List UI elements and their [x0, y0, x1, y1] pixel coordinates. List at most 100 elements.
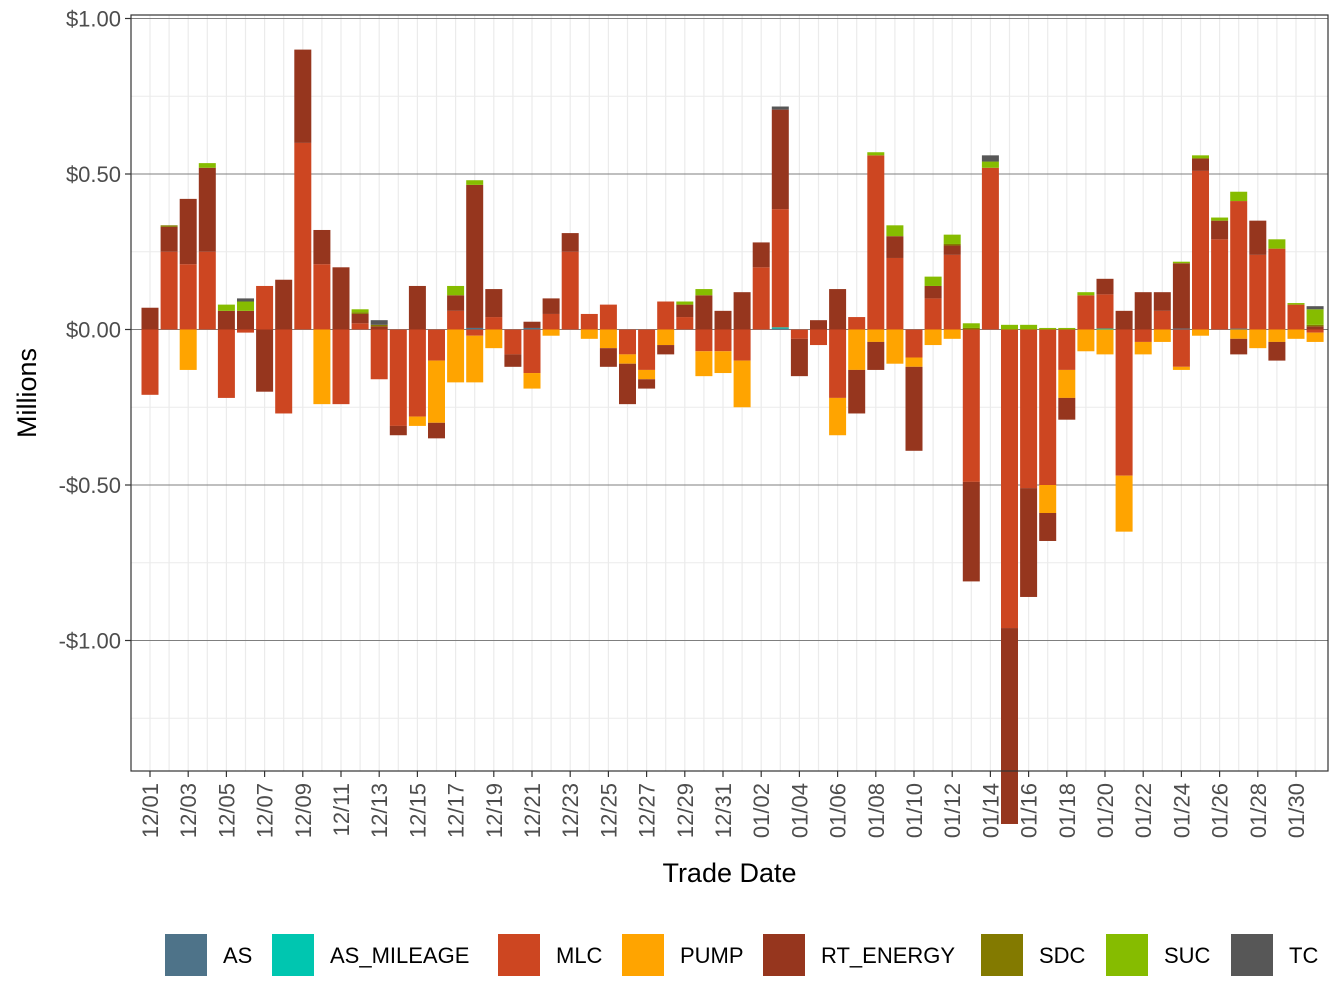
bar-segment-pump: [1268, 329, 1286, 342]
legend-key-sdc: [981, 934, 1023, 976]
bar-segment-pump: [1306, 332, 1324, 342]
x-tick-label: 01/24: [1169, 783, 1194, 838]
plot-border: [130, 14, 1329, 772]
bar-segment-suc: [1306, 309, 1324, 325]
y-tick-label: -$1.00: [59, 629, 121, 654]
x-tick-label: 12/03: [176, 783, 201, 838]
bar-segment-rt-energy: [924, 285, 942, 299]
x-tick-label: 12/21: [520, 783, 545, 838]
bar-segment-mlc: [1192, 170, 1209, 330]
bar-segment-suc: [962, 323, 980, 328]
bar-segment-mlc: [294, 142, 312, 330]
bar-segment-pump: [599, 329, 617, 349]
bar-segment-mlc: [1134, 329, 1152, 342]
bar-segment-sdc: [1306, 324, 1324, 327]
bar-segment-mlc: [160, 251, 178, 330]
bar-segment-mlc: [466, 329, 484, 336]
bar-segment-rt-energy: [1192, 158, 1209, 171]
bar-segment-rt-energy: [867, 341, 885, 370]
bar-segment-mlc: [1249, 254, 1267, 330]
bar-segment-rt-energy: [1134, 292, 1152, 330]
bar-segment-rt-energy: [217, 310, 235, 330]
bar-segment-mlc: [141, 329, 159, 395]
bar-segment-sdc: [351, 312, 369, 314]
bar-segment-rt-energy: [1172, 263, 1190, 329]
bar-segment-sdc: [160, 225, 178, 227]
bar-segment-rt-energy: [752, 242, 770, 268]
bar-segment-pump: [1058, 369, 1076, 398]
legend-key-as: [165, 934, 207, 976]
bar-segment-rt-energy: [733, 292, 751, 330]
x-tick-label: 12/31: [711, 783, 736, 838]
bar-segment-as-mileage: [1096, 328, 1114, 330]
legend-key-rt-energy: [763, 934, 805, 976]
bar-segment-mlc: [943, 254, 961, 330]
x-tick-label: 12/27: [635, 783, 660, 838]
bar-segment-suc: [695, 289, 713, 296]
bar-segment-rt-energy: [313, 229, 331, 265]
bar-segment-suc: [1287, 303, 1305, 305]
x-tick-label: 01/16: [1017, 783, 1042, 838]
bar-segment-rt-energy: [160, 226, 178, 252]
legend-label: PUMP: [680, 943, 744, 968]
legend-key-mlc: [498, 934, 540, 976]
bar-segment-suc: [1172, 261, 1190, 264]
bar-segment-mlc: [619, 329, 636, 355]
bar-segment-rt-energy: [542, 298, 560, 314]
bar-segment-mlc: [981, 167, 999, 330]
bar-segment-rt-energy: [1039, 512, 1057, 541]
bar-segment-mlc: [1077, 295, 1095, 330]
bar-segment-mlc: [1096, 294, 1114, 329]
bar-segment-rt-energy: [695, 295, 713, 330]
bar-segment-mlc: [848, 317, 866, 330]
bar-segment-rt-energy: [504, 354, 522, 367]
bar-segment-pump: [580, 329, 598, 339]
bar-segment-mlc: [351, 323, 369, 330]
bar-segment-mlc: [752, 267, 770, 330]
bar-segment-rt-energy: [275, 279, 293, 330]
x-tick-label: 12/05: [214, 783, 239, 838]
bar-segment-mlc: [1001, 329, 1018, 629]
bar-segment-pump: [1172, 366, 1190, 370]
bar-segment-mlc: [810, 329, 827, 346]
bar-segment-pump: [408, 416, 426, 426]
bar-segment-as: [523, 327, 541, 330]
bar-segment-mlc: [1058, 329, 1076, 370]
bar-segment-pump: [638, 369, 656, 380]
bar-segment-suc: [1058, 327, 1076, 330]
bar-segment-mlc: [275, 329, 293, 414]
bar-segment-rt-energy: [256, 329, 274, 392]
bar-segment-rt-energy: [561, 233, 579, 252]
bar-segment-rt-energy: [905, 366, 923, 451]
bar-segment-pump: [619, 354, 636, 364]
bar-segment-pump: [733, 360, 751, 408]
bar-segment-mlc: [790, 329, 808, 339]
x-tick-label: 01/02: [749, 783, 774, 838]
bar-segment-pump: [1077, 329, 1095, 352]
x-tick-label: 01/10: [902, 783, 927, 838]
bar-segment-pump: [1096, 329, 1114, 355]
bar-segment-mlc: [1268, 248, 1286, 330]
bar-segment-rt-energy: [198, 167, 216, 252]
bar-segment-rt-energy: [1153, 292, 1171, 311]
bar-segment-pump: [924, 329, 942, 346]
x-tick-label: 01/22: [1131, 783, 1156, 838]
bar-segment-mlc: [1020, 329, 1038, 489]
legend-label: SUC: [1164, 943, 1211, 968]
x-axis-title: Trade Date: [662, 858, 796, 888]
bar-segment-mlc: [829, 329, 847, 398]
bar-segment-pump: [1134, 341, 1152, 355]
bar-segment-pump: [1230, 329, 1248, 339]
x-tick-label: 01/08: [864, 783, 889, 838]
bar-segment-mlc: [256, 285, 274, 330]
bar-segment-mlc: [886, 257, 904, 330]
bar-segment-mlc: [485, 317, 503, 330]
bar-segment-as: [466, 327, 484, 330]
bar-segment-mlc: [714, 329, 732, 352]
bar-segment-suc: [1039, 327, 1057, 330]
y-tick-label: $0.50: [66, 162, 121, 187]
bar-segment-rt-energy: [599, 348, 617, 367]
x-tick-label: 12/29: [673, 783, 698, 838]
bar-segment-pump: [1039, 485, 1057, 513]
